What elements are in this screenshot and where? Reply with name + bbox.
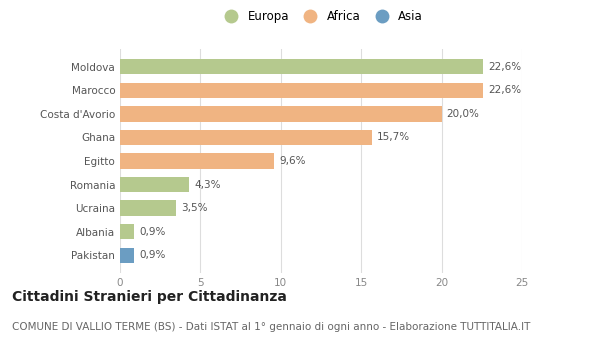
Legend: Europa, Africa, Asia: Europa, Africa, Asia xyxy=(214,6,428,28)
Text: Cittadini Stranieri per Cittadinanza: Cittadini Stranieri per Cittadinanza xyxy=(12,290,287,304)
Text: 22,6%: 22,6% xyxy=(488,62,521,72)
Bar xyxy=(120,177,189,192)
Text: 3,5%: 3,5% xyxy=(181,203,208,213)
Bar xyxy=(120,106,442,121)
Bar xyxy=(120,224,134,239)
Bar xyxy=(120,59,484,75)
Text: 4,3%: 4,3% xyxy=(194,180,220,190)
Bar xyxy=(120,201,176,216)
Text: 22,6%: 22,6% xyxy=(488,85,521,95)
Text: 0,9%: 0,9% xyxy=(139,227,166,237)
Text: 9,6%: 9,6% xyxy=(279,156,305,166)
Bar xyxy=(120,83,484,98)
Bar xyxy=(120,130,373,145)
Bar xyxy=(120,153,274,169)
Text: 15,7%: 15,7% xyxy=(377,132,410,142)
Text: COMUNE DI VALLIO TERME (BS) - Dati ISTAT al 1° gennaio di ogni anno - Elaborazio: COMUNE DI VALLIO TERME (BS) - Dati ISTAT… xyxy=(12,322,530,332)
Bar xyxy=(120,247,134,263)
Text: 0,9%: 0,9% xyxy=(139,250,166,260)
Text: 20,0%: 20,0% xyxy=(446,109,479,119)
